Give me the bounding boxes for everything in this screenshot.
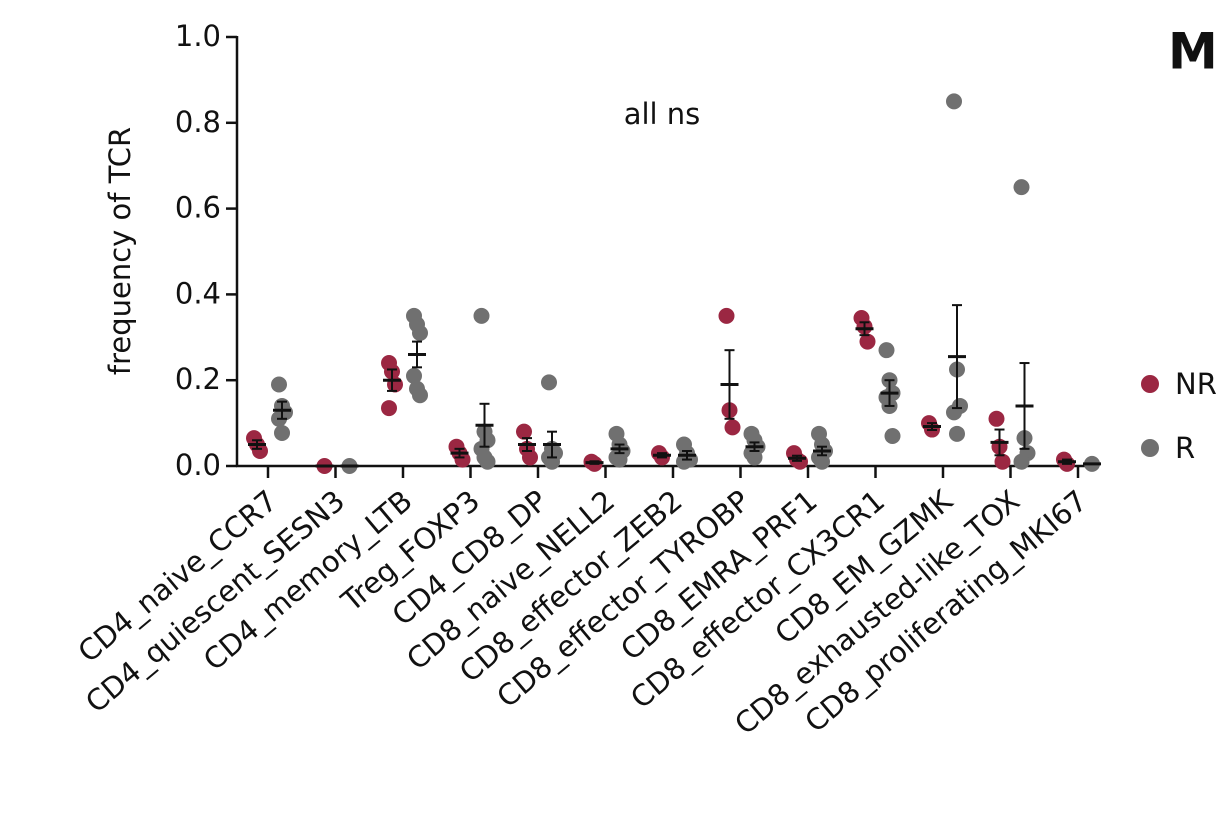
legend-label: R [1175, 431, 1195, 465]
y-axis-label: frequency of TCR [103, 127, 137, 375]
y-tick-label: 0.8 [175, 105, 221, 139]
legend-marker [1141, 375, 1159, 393]
data-point [381, 400, 397, 417]
data-point [946, 404, 962, 421]
y-tick-label: 0.6 [175, 191, 221, 225]
data-point [1013, 179, 1030, 196]
data-point [994, 453, 1011, 470]
data-point [516, 423, 532, 440]
data-point [884, 427, 901, 444]
data-point [814, 453, 830, 470]
data-point [473, 307, 490, 324]
legend-label: NR [1175, 367, 1217, 401]
y-tick-label: 1.0 [175, 19, 221, 53]
panel-label: M [1168, 23, 1218, 81]
y-tick-label: 0.2 [175, 362, 221, 396]
y-tick-label: 0.0 [175, 448, 221, 482]
data-point [412, 387, 428, 404]
data-point [746, 449, 763, 466]
data-point [859, 333, 876, 350]
data-point [718, 307, 735, 324]
data-point [988, 410, 1005, 427]
data-point [522, 449, 538, 466]
annotation: all ns [624, 97, 701, 131]
data-point [541, 374, 557, 391]
data-point [412, 325, 428, 342]
legend-marker [1141, 439, 1159, 457]
data-point [946, 93, 962, 110]
y-tick-label: 0.4 [175, 276, 221, 310]
data-point [274, 424, 290, 441]
data-point [878, 342, 895, 359]
data-point [479, 453, 496, 470]
data-point [949, 425, 965, 442]
data-point [271, 376, 287, 393]
data-point [724, 419, 741, 436]
data-point [1013, 453, 1030, 470]
data-point [611, 451, 628, 468]
data-point [406, 367, 422, 384]
